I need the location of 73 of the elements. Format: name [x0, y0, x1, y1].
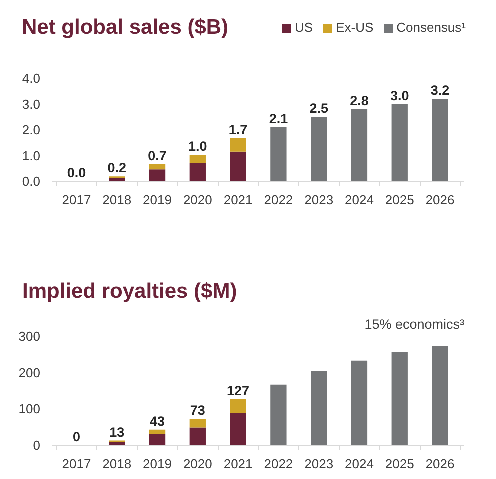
bar: [109, 442, 126, 446]
total-label: 73: [190, 402, 206, 418]
chart-title: Net global sales ($B): [22, 15, 229, 41]
x-tick-label: 2021: [224, 456, 253, 472]
bar: [230, 138, 246, 152]
y-tick-label: 4.0: [22, 71, 41, 86]
bar: [270, 384, 287, 446]
bar: [190, 163, 206, 182]
chart-title: Implied royalties ($M): [22, 280, 238, 303]
bar: [230, 399, 246, 414]
y-tick-label: 100: [18, 402, 41, 417]
bar: [190, 154, 206, 164]
total-label: 2.1: [269, 111, 289, 126]
bar: [392, 104, 408, 182]
total-label: 3.0: [390, 88, 410, 104]
x-tick-label: 2022: [264, 192, 294, 208]
y-tick-label: 2.0: [22, 122, 41, 138]
legend-label: Ex-US: [336, 18, 374, 37]
x-tick-label: 2017: [62, 456, 92, 472]
bar: [190, 418, 206, 428]
x-tick-label: 2025: [385, 192, 414, 208]
y-tick-label: 0: [33, 438, 41, 453]
x-tick-label: 2017: [62, 192, 92, 208]
bar: [149, 164, 166, 170]
x-tick-label: 2020: [183, 192, 212, 208]
bar: [149, 430, 166, 434]
total-label: 3.2: [430, 83, 450, 98]
bar: [190, 428, 206, 446]
bar: [270, 127, 287, 182]
y-tick-label: 300: [18, 329, 41, 344]
y-tick-label: 1.0: [22, 148, 41, 164]
y-tick-label: 200: [18, 365, 41, 380]
text: 15% economics³: [364, 317, 466, 332]
x-tick-label: 2026: [426, 456, 455, 472]
x-tick-label: 2018: [102, 456, 132, 472]
x-tick-label: 2024: [345, 192, 374, 208]
bar: [149, 434, 166, 446]
bar: [311, 117, 328, 182]
total-label: 13: [110, 424, 126, 440]
bar: [149, 170, 166, 182]
total-label: 0: [72, 430, 80, 444]
total-label: 0.0: [67, 166, 86, 180]
x-tick-label: 2019: [143, 192, 172, 208]
bar: [432, 99, 448, 182]
total-label: 127: [227, 383, 250, 398]
x-tick-label: 2025: [385, 456, 414, 472]
x-tick-label: 2018: [102, 192, 132, 208]
total-label: 2.5: [310, 101, 329, 116]
total-label: 0.7: [148, 148, 167, 164]
x-tick-label: 2023: [304, 456, 334, 472]
bar: [230, 152, 246, 182]
legend-label: Consensus¹: [396, 18, 466, 37]
total-label: 1.0: [188, 138, 208, 154]
total-label: 2.8: [350, 93, 370, 108]
x-tick-label: 2024: [345, 456, 374, 472]
x-tick-label: 2026: [426, 192, 455, 208]
bar: [230, 414, 246, 446]
bar: [351, 360, 368, 446]
bar: [392, 352, 408, 446]
bar: [311, 371, 328, 446]
total-label: 43: [150, 414, 166, 429]
y-tick-label: 3.0: [22, 96, 41, 112]
x-tick-label: 2022: [264, 456, 294, 472]
legend-label: US: [295, 18, 314, 37]
total-label: 0.2: [108, 160, 127, 176]
x-tick-label: 2020: [183, 456, 212, 472]
x-tick-label: 2023: [304, 192, 334, 208]
y-tick-label: 0.0: [22, 174, 41, 189]
x-tick-label: 2019: [143, 456, 172, 472]
total-label: 1.7: [228, 122, 248, 138]
x-tick-label: 2021: [224, 192, 253, 208]
bar: [351, 109, 368, 182]
bar: [432, 346, 448, 446]
